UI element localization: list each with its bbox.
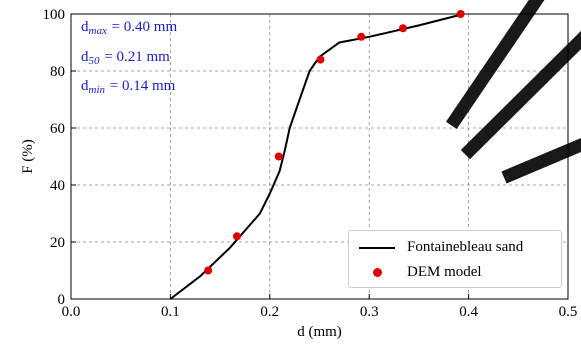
annotation-d50-main: d — [81, 49, 89, 65]
y-tick-label: 0 — [58, 292, 66, 308]
annotation-dmax: dmax = 0.40 mm — [81, 19, 178, 37]
annotation-dmax-main: d — [81, 19, 89, 35]
y-tick-label: 80 — [50, 64, 65, 80]
annotation-dmin-main: d — [81, 78, 89, 94]
annotation-d50-sub: 50 — [88, 55, 100, 67]
x-tick-label: 0.1 — [161, 304, 180, 320]
dem-model-point — [204, 266, 213, 275]
legend-entry-fontainebleau: Fontainebleau sand — [349, 237, 561, 257]
x-axis-label: d (mm) — [297, 324, 342, 340]
legend-dot-swatch — [373, 268, 382, 277]
x-tick-label: 0.5 — [559, 304, 578, 320]
y-tick-label: 20 — [50, 235, 65, 251]
y-tick-label: 100 — [43, 7, 66, 23]
dem-model-point — [316, 55, 325, 64]
x-tick-label: 0.0 — [62, 304, 81, 320]
x-tick-label: 0.3 — [360, 304, 379, 320]
x-tick-label: 0.2 — [260, 304, 279, 320]
annotation-dmax-value: = 0.40 mm — [107, 19, 178, 35]
dem-model-point — [398, 24, 407, 33]
legend-label-dem: DEM model — [407, 264, 482, 280]
dem-model-point — [357, 32, 366, 41]
annotation-dmin-value: = 0.14 mm — [106, 78, 176, 94]
dem-model-point — [456, 10, 465, 18]
y-axis-label: F (%) — [20, 139, 36, 174]
y-tick-label: 40 — [50, 178, 65, 194]
annotation-d50: d50 = 0.21 mm — [81, 49, 170, 67]
legend-label-fontainebleau: Fontainebleau sand — [407, 239, 524, 255]
annotation-d50-value: = 0.21 mm — [100, 49, 170, 65]
annotation-dmin-sub: min — [88, 84, 106, 96]
x-tick-label: 0.4 — [459, 304, 478, 320]
legend-line-swatch — [359, 247, 395, 249]
axis-ticks: 0.0 0.1 0.2 0.3 0.4 0.5 0 20 40 60 80 100 — [43, 7, 578, 320]
y-tick-label: 60 — [50, 121, 65, 137]
legend: Fontainebleau sand DEM model — [348, 230, 562, 288]
annotation-dmax-sub: max — [88, 25, 107, 37]
dem-model-point — [232, 232, 241, 241]
annotation-dmin: dmin = 0.14 mm — [81, 78, 176, 96]
legend-entry-dem: DEM model — [349, 262, 561, 282]
dem-model-point — [274, 152, 283, 161]
